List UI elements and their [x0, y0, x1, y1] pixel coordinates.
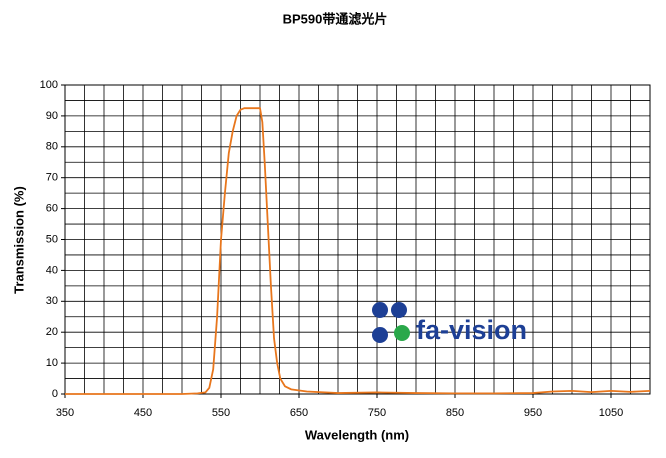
x-tick-label: 550 — [212, 407, 230, 419]
x-axis-label: Wavelength (nm) — [305, 427, 409, 442]
y-tick-label: 80 — [46, 141, 58, 153]
logo-icon — [372, 327, 388, 343]
x-tick-label: 1050 — [599, 407, 623, 419]
y-axis-label: Transmission (%) — [11, 186, 26, 294]
y-tick-label: 50 — [46, 233, 58, 245]
y-tick-label: 10 — [46, 357, 58, 369]
y-tick-label: 90 — [46, 110, 58, 122]
x-tick-label: 850 — [446, 407, 464, 419]
y-tick-label: 100 — [40, 79, 58, 91]
x-tick-label: 650 — [290, 407, 308, 419]
chart-title: BP590带通滤光片 — [283, 11, 388, 26]
y-tick-label: 30 — [46, 295, 58, 307]
y-tick-label: 40 — [46, 264, 58, 276]
x-tick-label: 450 — [134, 407, 152, 419]
x-tick-label: 750 — [368, 407, 386, 419]
y-tick-label: 60 — [46, 203, 58, 215]
x-tick-label: 350 — [56, 407, 74, 419]
logo-icon — [391, 302, 407, 318]
logo-text: fa-vision — [416, 315, 527, 345]
line — [65, 107, 651, 395]
logo-icon — [372, 302, 388, 318]
y-tick-label: 20 — [46, 326, 58, 338]
logo-icon — [394, 325, 410, 341]
y-tick-label: 70 — [46, 172, 58, 184]
logo: fa-vision — [372, 302, 527, 345]
y-tick-label: 0 — [52, 388, 58, 400]
x-tick-label: 950 — [524, 407, 542, 419]
